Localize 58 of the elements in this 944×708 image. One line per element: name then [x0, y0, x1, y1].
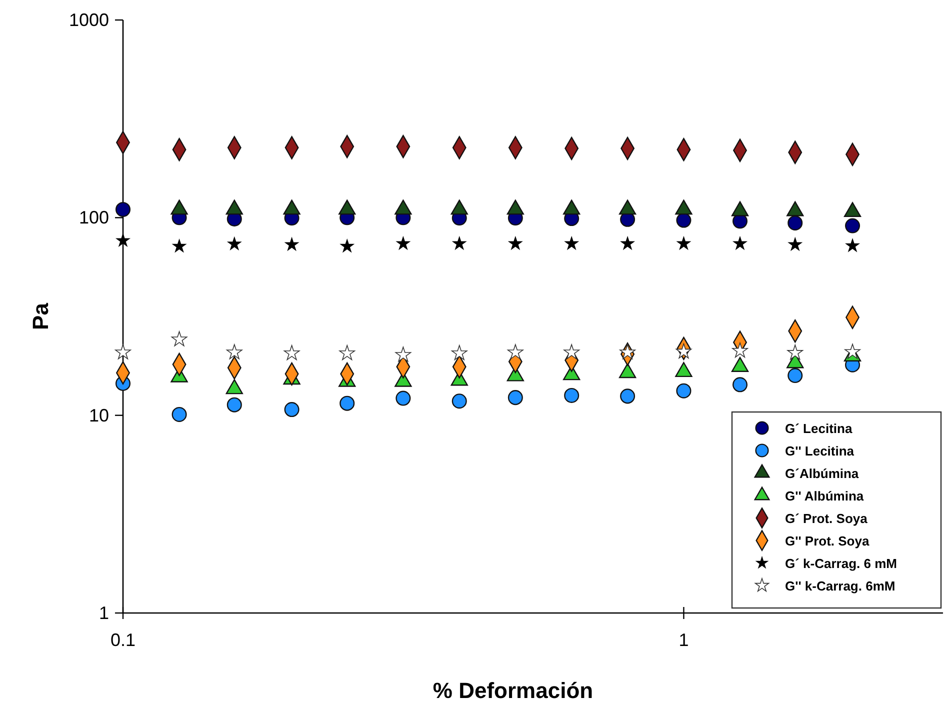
point — [508, 344, 524, 360]
point — [226, 236, 242, 250]
legend-label: G'' Albúmina — [785, 488, 864, 504]
y-tick-label: 1000 — [68, 10, 109, 30]
point — [284, 344, 300, 360]
point — [284, 402, 300, 418]
y-tick-label: 1 — [98, 603, 109, 623]
point — [676, 383, 692, 398]
point — [284, 236, 300, 252]
point — [172, 238, 187, 253]
point — [339, 344, 356, 360]
y-tick-label: 100 — [78, 208, 109, 228]
point — [452, 236, 467, 250]
point — [508, 236, 523, 250]
point — [564, 344, 580, 360]
point — [340, 396, 355, 411]
point — [452, 394, 467, 409]
point — [226, 397, 242, 412]
point — [564, 236, 580, 250]
point — [845, 238, 860, 252]
point — [564, 388, 580, 403]
point — [115, 202, 131, 217]
point — [451, 344, 468, 360]
point — [508, 390, 523, 406]
point — [732, 342, 748, 358]
point — [115, 232, 131, 248]
x-tick-label: 0.1 — [110, 630, 136, 650]
point — [620, 344, 636, 360]
legend-label: G´ Lecitina — [785, 421, 853, 436]
point — [172, 406, 187, 422]
point — [676, 343, 692, 358]
legend-label: G´ Prot. Soya — [785, 511, 868, 526]
point — [226, 344, 242, 360]
point — [620, 388, 636, 404]
point — [340, 238, 355, 253]
point — [732, 236, 748, 250]
point — [788, 368, 803, 384]
point — [732, 377, 748, 392]
legend-label: G'' Lecitina — [785, 444, 855, 458]
point — [395, 346, 412, 362]
point — [396, 390, 411, 406]
y-axis-title: Pa — [28, 302, 53, 330]
legend-label: G'' k-Carrag. 6mM — [785, 578, 896, 594]
point — [788, 236, 803, 252]
legend-label: G´ k-Carrag. 6 mM — [785, 556, 897, 571]
point — [620, 236, 636, 250]
legend-label: G´Albúmina — [785, 466, 860, 481]
point — [171, 331, 188, 346]
point — [676, 236, 692, 250]
x-axis-title: % Deformación — [432, 678, 594, 703]
point — [787, 344, 804, 360]
legend-label: G'' Prot. Soya — [785, 534, 870, 548]
point — [115, 344, 131, 360]
point — [396, 236, 411, 250]
point — [676, 212, 692, 228]
y-tick-label: 10 — [88, 405, 109, 426]
point — [845, 218, 860, 234]
point — [788, 215, 803, 230]
